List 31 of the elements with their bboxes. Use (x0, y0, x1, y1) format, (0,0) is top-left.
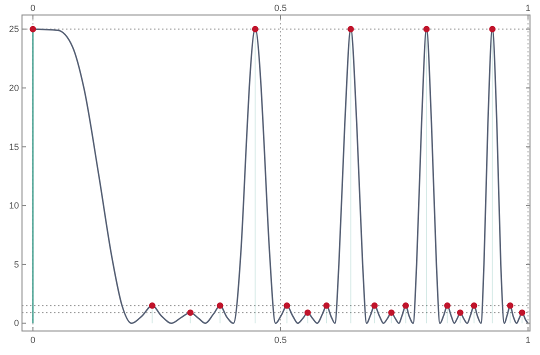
point (506, 302, 514, 309)
point (323, 302, 330, 309)
point (304, 309, 311, 316)
point (371, 302, 378, 309)
y-tick-label: 5 (14, 259, 19, 270)
x2-tick-label: 0 (30, 335, 36, 345)
point (423, 26, 430, 32)
point (284, 302, 290, 309)
y-tick-label: 25 (8, 24, 19, 34)
point (444, 302, 451, 309)
x-tick-label: 0 (30, 3, 36, 13)
x-tick-label: 0.5 (274, 3, 287, 13)
point (489, 26, 496, 32)
y-tick-label: 0 (14, 318, 19, 328)
point (470, 302, 478, 309)
point (149, 302, 156, 309)
y-tick-label: 10 (8, 200, 19, 211)
point (402, 302, 409, 309)
point (252, 26, 258, 32)
y-tick-label: 15 (8, 142, 19, 152)
x-tick-label: 1 (526, 3, 531, 13)
point (518, 309, 526, 316)
y-tick-label: 20 (8, 82, 19, 93)
point (348, 26, 354, 32)
point (456, 309, 464, 316)
x2-tick-label: 1 (526, 335, 531, 345)
point (30, 26, 36, 32)
point (388, 309, 395, 316)
point (216, 302, 224, 309)
point (187, 309, 194, 316)
x2-tick-label: 0.5 (274, 335, 287, 345)
